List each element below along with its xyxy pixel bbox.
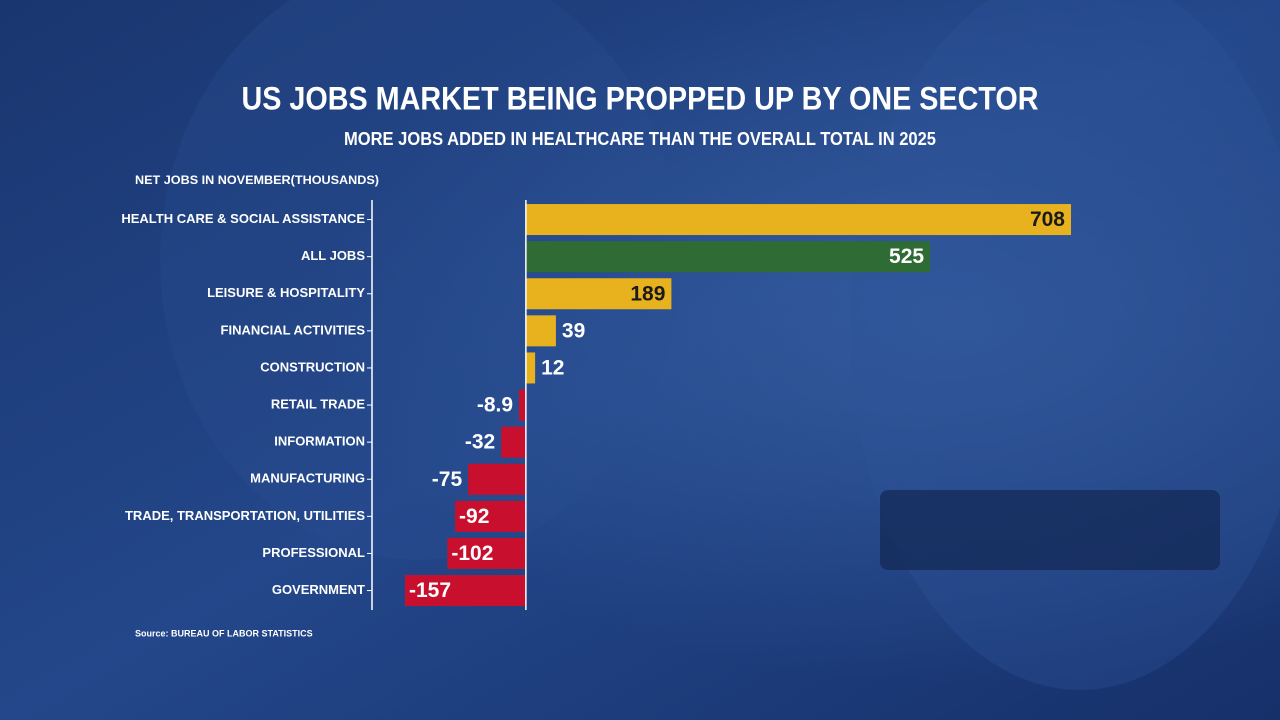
bar: [519, 389, 526, 421]
value-label: -75: [432, 468, 463, 491]
value-label: 189: [630, 282, 665, 305]
value-label: -32: [465, 431, 495, 454]
background-tablet: [880, 490, 1220, 570]
value-label: -92: [459, 505, 489, 528]
bar: [525, 315, 556, 347]
bar: [405, 575, 526, 607]
bar: [525, 352, 536, 384]
bar: [447, 537, 526, 569]
category-label: ALL JOBS: [301, 248, 365, 263]
chart-subtitle: MORE JOBS ADDED IN HEALTHCARE THAN THE O…: [344, 129, 936, 149]
value-label: -157: [409, 579, 451, 602]
value-label: -102: [451, 542, 493, 565]
bar: [525, 204, 1071, 236]
category-label: HEALTH CARE & SOCIAL ASSISTANCE: [121, 211, 365, 226]
value-label: 525: [889, 245, 924, 268]
category-label: INFORMATION: [274, 434, 365, 449]
chart-title: US JOBS MARKET BEING PROPPED UP BY ONE S…: [242, 80, 1039, 116]
bar: [525, 278, 672, 310]
value-label: 708: [1030, 208, 1065, 231]
value-label: 12: [541, 356, 564, 379]
bar: [468, 463, 526, 495]
category-label: TRADE, TRANSPORTATION, UTILITIES: [125, 508, 365, 523]
category-label: GOVERNMENT: [272, 582, 365, 597]
value-label: -8.9: [477, 394, 513, 417]
value-label: 39: [562, 319, 585, 342]
category-label: PROFESSIONAL: [262, 545, 365, 560]
source: Source: BUREAU OF LABOR STATISTICS: [135, 628, 313, 638]
background-figure: [160, 0, 680, 560]
category-label: MANUFACTURING: [250, 471, 365, 486]
category-label: LEISURE & HOSPITALITY: [207, 285, 365, 300]
bar: [501, 426, 526, 458]
bar: [525, 241, 931, 273]
category-label: CONSTRUCTION: [260, 359, 365, 374]
axis-label: NET JOBS IN NOVEMBER(THOUSANDS): [135, 173, 379, 187]
bar: [455, 500, 526, 532]
category-label: FINANCIAL ACTIVITIES: [221, 322, 366, 337]
category-label: RETAIL TRADE: [271, 396, 365, 411]
